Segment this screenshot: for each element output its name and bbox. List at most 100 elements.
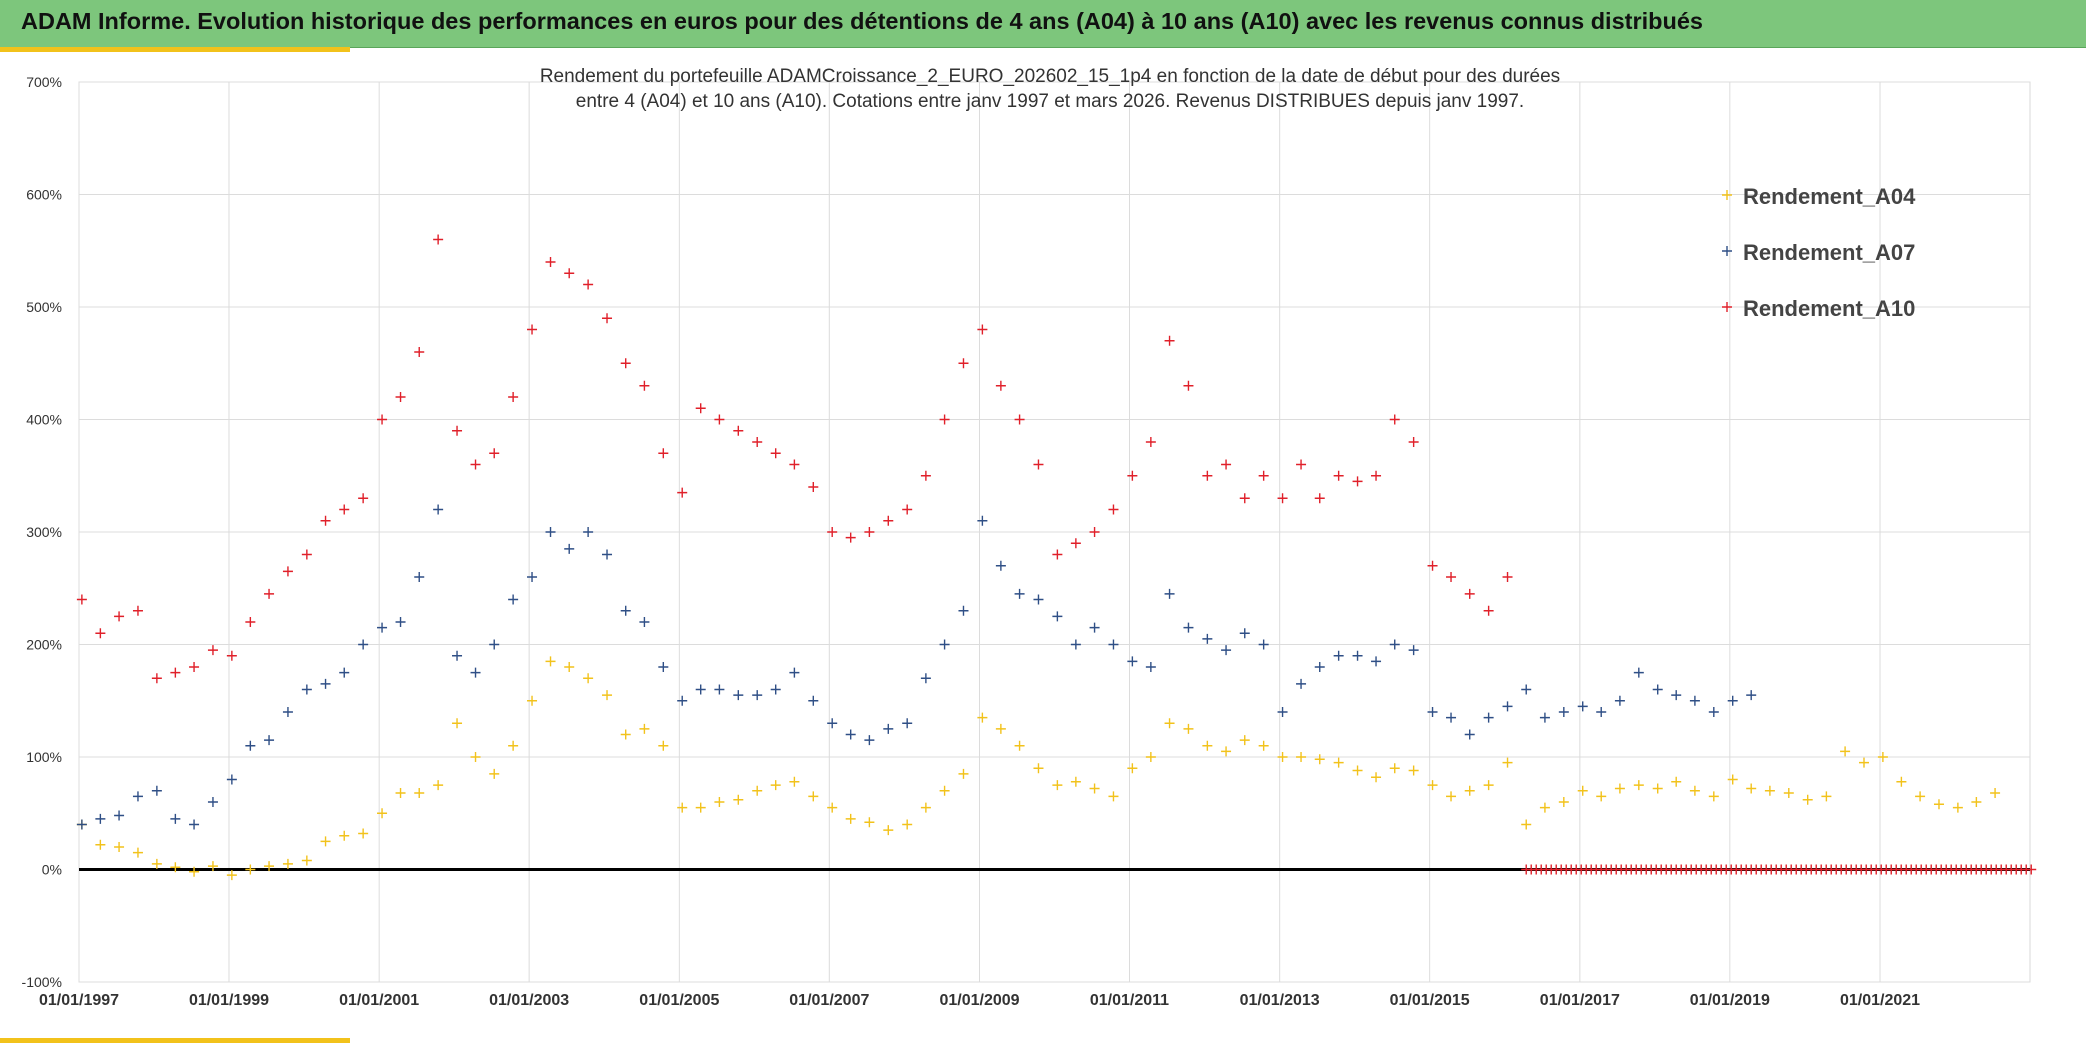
rendement-a07-point (1202, 633, 1213, 644)
rendement-a10-point (1239, 493, 1250, 504)
rendement-a10-point (226, 650, 237, 661)
rendement-a10-point (114, 611, 125, 622)
rendement-a10-point (714, 414, 725, 425)
rendement-a04-point (939, 785, 950, 796)
rendement-a10-point (433, 234, 444, 245)
rendement-a07-point (977, 515, 988, 526)
rendement-a04-point (1239, 735, 1250, 746)
x-tick-label: 01/01/2017 (1540, 992, 1620, 1009)
rendement-a04-point (1558, 797, 1569, 807)
rendement-a04-point (714, 797, 725, 807)
rendement-a04-point (564, 662, 575, 672)
rendement-a04-point (1352, 765, 1363, 776)
rendement-a10-point (1202, 470, 1213, 481)
rendement-a10-point (564, 268, 575, 279)
rendement-a04-point (1915, 791, 1926, 802)
rendement-a04-point (1314, 754, 1325, 765)
rendement-a07-point (564, 543, 575, 554)
rendement-a07-point (1183, 622, 1194, 633)
rendement-a10-point (76, 594, 87, 605)
rendement-a04-point (245, 864, 256, 875)
rendement-a10-point (1389, 414, 1400, 425)
rendement-a07-point (620, 605, 631, 616)
rendement-a07-point (1558, 707, 1569, 717)
rendement-a10-point (883, 515, 894, 526)
rendement-a07-point (1408, 645, 1419, 656)
rendement-a10-point (358, 493, 369, 504)
rendement-a10-point (95, 628, 106, 639)
rendement-a07-point (1108, 639, 1119, 650)
header-banner: ADAM Informe. Evolution historique des p… (0, 0, 2086, 48)
rendement-a04-point (170, 862, 181, 873)
rendement-a07-point (282, 707, 293, 717)
chart-title-line: entre 4 (A04) et 10 ans (A10). Cotations… (576, 91, 1524, 112)
rendement-a07-point (1446, 712, 1457, 723)
rendement-a04-point (1652, 783, 1663, 794)
rendement-a10-point (902, 504, 913, 515)
rendement-a07-point (1033, 594, 1044, 605)
rendement-a10-point (264, 588, 275, 599)
rendement-a04-point (414, 788, 425, 798)
rendement-a10-point (489, 448, 500, 459)
rendement-a07-point (1671, 690, 1682, 701)
rendement-a07-point (1483, 712, 1494, 723)
rendement-a10-point (752, 437, 763, 447)
x-tick-label: 01/01/2019 (1690, 992, 1770, 1009)
rendement-a10-point (1446, 572, 1457, 582)
rendement-a04-point (1033, 763, 1044, 774)
rendement-a04-point (1671, 776, 1682, 787)
rendement-a10-point (1277, 493, 1288, 504)
rendement-a10-point (1127, 470, 1138, 481)
x-tick-label: 01/01/2013 (1240, 992, 1320, 1009)
rendement-a07-point (1089, 622, 1100, 633)
rendement-a04-point (752, 785, 763, 796)
rendement-a07-point (470, 667, 481, 678)
rendement-a07-point (226, 774, 237, 785)
rendement-a07-point (320, 678, 331, 689)
rendement-a10-point (1408, 437, 1419, 447)
rendement-a07-point (658, 662, 669, 672)
rendement-a04-point (1483, 780, 1494, 791)
rendement-a07-point (1333, 650, 1344, 661)
rendement-a10-point (808, 482, 819, 492)
rendement-a07-point (1596, 707, 1607, 717)
rendement-a04-point (1427, 780, 1438, 791)
rendement-a07-point (395, 617, 406, 627)
rendement-a07-point (95, 813, 106, 824)
x-tick-label: 01/01/1997 (39, 992, 119, 1009)
y-tick-label: -100% (22, 974, 62, 990)
rendement-a04-point (920, 802, 931, 813)
rendement-a10-zero-point (2026, 864, 2037, 875)
rendement-a04-point (320, 836, 331, 847)
rendement-a10-point (1427, 560, 1438, 571)
rendement-a10-point (470, 459, 481, 470)
rendement-a04-point (1446, 791, 1457, 802)
rendement-a07-point (1746, 690, 1757, 701)
rendement-a07-point (301, 684, 312, 695)
rendement-a07-point (1314, 662, 1325, 672)
rendement-a04-point (339, 830, 350, 841)
rendement-a10-point (1183, 380, 1194, 391)
rendement-a04-point (377, 808, 388, 819)
rendement-a04-point (1221, 746, 1232, 757)
rendement-a10-point (1052, 549, 1063, 560)
rendement-a10-point (282, 566, 293, 577)
rendement-a07-point (489, 639, 500, 650)
y-tick-label: 400% (26, 412, 62, 428)
rendement-a04-point (1633, 780, 1644, 791)
rendement-a07-point (414, 572, 425, 582)
rendement-a04-point (677, 802, 688, 813)
rendement-a04-point (1783, 788, 1794, 798)
rendement-a04-point (1933, 799, 1944, 810)
rendement-a10-point (508, 392, 519, 402)
rendement-a07-point (358, 639, 369, 650)
rendement-a10-point (1352, 476, 1363, 487)
rendement-a10-point (995, 380, 1006, 391)
rendement-a07-point (1371, 656, 1382, 667)
rendement-a07-point (958, 605, 969, 616)
accent-bar-top (0, 47, 350, 52)
rendement-a07-point (264, 735, 275, 746)
rendement-a10-point (1108, 504, 1119, 515)
rendement-a10-point (1502, 572, 1513, 582)
